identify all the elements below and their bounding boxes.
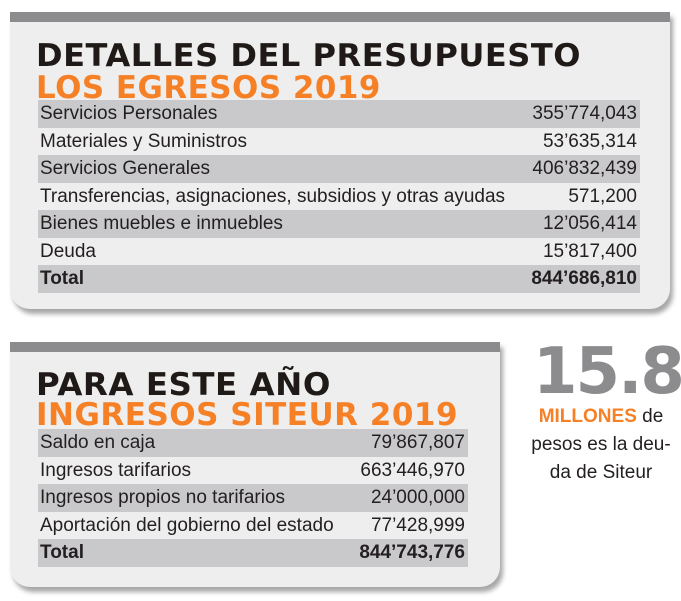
debt-caption-line2: pesos es la deu-	[531, 434, 671, 455]
row-value: 355’774,043	[532, 103, 637, 124]
row-label: Deuda	[40, 240, 96, 262]
row-label: Transferencias, asignaciones, subsidios …	[40, 185, 506, 207]
ingresos-card: PARA ESTE AÑO INGRESOS SITEUR 2019 Saldo…	[10, 342, 500, 587]
table-row: Ingresos tarifarios 663’446,970	[38, 457, 468, 485]
row-label: Servicios Generales	[40, 158, 211, 179]
row-value: 77’428,999	[370, 514, 465, 536]
ingresos-topbar	[10, 342, 500, 352]
row-label: Ingresos propios no tarifarios	[40, 487, 286, 508]
debt-caption: MILLONES de pesos es la deu- da de Siteu…	[526, 403, 676, 487]
total-row: Total 844’686,810	[38, 265, 640, 293]
table-row: Servicios Generales 406’832,439	[38, 155, 640, 183]
egresos-topbar	[10, 12, 670, 22]
row-value: 15’817,400	[542, 240, 637, 262]
row-value: 571,200	[568, 185, 637, 207]
table-row: Saldo en caja 79’867,807	[38, 429, 468, 457]
debt-figure: 15.8	[533, 335, 681, 409]
row-label: Total	[40, 268, 84, 289]
row-label: Aportación del gobierno del estado	[40, 514, 334, 536]
row-value: 12’056,414	[542, 213, 637, 234]
table-row: Ingresos propios no tarifarios 24’000,000	[38, 484, 468, 512]
table-row: Deuda 15’817,400	[38, 238, 640, 266]
table-row: Bienes muebles e inmuebles 12’056,414	[38, 210, 640, 238]
total-row: Total 844’743,776	[38, 539, 468, 567]
egresos-table: Servicios Personales 355’774,043 Materiale…	[38, 100, 640, 293]
row-label: Servicios Personales	[40, 103, 218, 124]
table-row: Aportación del gobierno del estado 77’428…	[38, 512, 468, 540]
row-label: Total	[40, 542, 84, 563]
row-label: Bienes muebles e inmuebles	[40, 213, 283, 234]
debt-unit: MILLONES	[538, 406, 637, 427]
row-value: 663’446,970	[360, 459, 465, 481]
row-value: 406’832,439	[532, 158, 637, 179]
egresos-card: DETALLES DEL PRESUPUESTO LOS EGRESOS 201…	[10, 12, 670, 309]
egresos-title: DETALLES DEL PRESUPUESTO	[36, 38, 582, 74]
table-row: Servicios Personales 355’774,043	[38, 100, 640, 128]
ingresos-subtitle: INGRESOS SITEUR 2019	[36, 397, 459, 433]
row-value: 844’686,810	[531, 268, 637, 289]
table-row: Materiales y Suministros 53’635,314	[38, 128, 640, 156]
row-value: 24’000,000	[370, 487, 465, 508]
debt-caption-line1-rest: de	[636, 406, 664, 427]
ingresos-table: Saldo en caja 79’867,807 Ingresos tarifari…	[38, 429, 468, 567]
row-label: Materiales y Suministros	[40, 130, 247, 152]
row-label: Ingresos tarifarios	[40, 459, 192, 481]
table-row: Transferencias, asignaciones, subsidios …	[38, 183, 640, 211]
debt-caption-line3: da de Siteur	[549, 462, 653, 483]
ingresos-title: PARA ESTE AÑO	[36, 367, 331, 403]
row-value: 844’743,776	[359, 542, 465, 563]
row-value: 79’867,807	[370, 432, 465, 453]
row-label: Saldo en caja	[40, 432, 156, 453]
row-value: 53’635,314	[542, 130, 637, 152]
